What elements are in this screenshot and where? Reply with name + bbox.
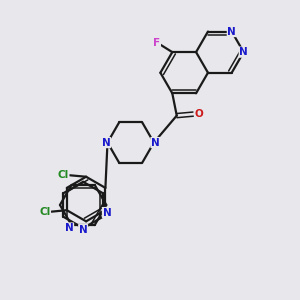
Text: N: N	[79, 225, 88, 235]
Text: N: N	[102, 138, 110, 148]
Text: N: N	[239, 47, 248, 57]
Text: F: F	[153, 38, 161, 48]
Text: N: N	[65, 223, 74, 233]
Text: N: N	[151, 138, 160, 148]
Text: O: O	[195, 109, 203, 119]
Text: Cl: Cl	[39, 207, 50, 217]
Text: Cl: Cl	[58, 170, 69, 180]
Text: N: N	[103, 208, 111, 218]
Text: N: N	[227, 26, 236, 37]
